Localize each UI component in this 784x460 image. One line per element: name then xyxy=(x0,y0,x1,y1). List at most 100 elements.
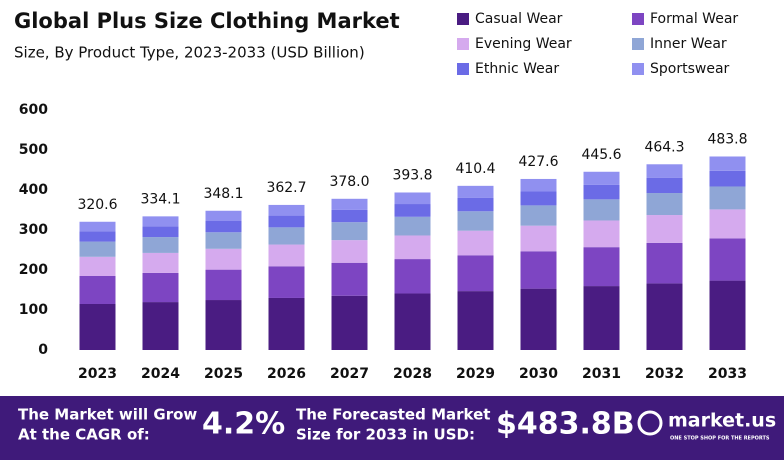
bar-segment xyxy=(205,269,242,301)
bar-segment xyxy=(520,205,557,226)
bar-segment xyxy=(583,220,620,248)
legend-label: Sportswear xyxy=(650,61,730,77)
bar-segment xyxy=(268,227,305,245)
y-tick-label: 0 xyxy=(38,342,48,358)
tagline: ONE STOP SHOP FOR THE REPORTS xyxy=(670,436,770,442)
x-tick-label: 2023 xyxy=(78,366,117,382)
bar-segment xyxy=(583,286,620,350)
total-label: 483.8 xyxy=(707,131,747,147)
bar-segment xyxy=(457,197,494,212)
y-tick-label: 200 xyxy=(19,262,48,278)
bar-segment xyxy=(646,242,683,284)
bar-segment xyxy=(520,191,557,206)
total-label: 445.6 xyxy=(581,147,621,163)
legend-label: Casual Wear xyxy=(475,11,563,27)
bar-segment xyxy=(331,295,368,350)
total-label: 378.0 xyxy=(329,174,369,190)
y-tick-label: 600 xyxy=(19,102,48,118)
total-label: 427.6 xyxy=(518,154,558,170)
bar-segment xyxy=(457,230,494,256)
bar-segment xyxy=(268,204,305,216)
x-tick-label: 2032 xyxy=(645,366,684,382)
bar-segment xyxy=(520,251,557,289)
total-label: 410.4 xyxy=(455,161,495,177)
bar-segment xyxy=(331,198,368,210)
bar-segment xyxy=(394,204,431,217)
bar-segment xyxy=(520,288,557,350)
x-tick-label: 2024 xyxy=(141,366,180,382)
footer-band xyxy=(0,396,784,460)
y-tick-label: 300 xyxy=(19,222,48,238)
bar-segment xyxy=(583,171,620,185)
bar-segment xyxy=(646,193,683,216)
bar-segment xyxy=(709,170,746,187)
x-tick-label: 2029 xyxy=(456,366,495,382)
legend-label: Ethnic Wear xyxy=(475,61,559,77)
bar-segment xyxy=(709,209,746,239)
bar-segment xyxy=(79,231,116,242)
x-tick-label: 2031 xyxy=(582,366,621,382)
bar-segment xyxy=(331,240,368,263)
bar-segment xyxy=(79,221,116,232)
bar-segment xyxy=(646,164,683,178)
logo-icon xyxy=(637,410,663,436)
bar-segment xyxy=(331,209,368,223)
x-tick-label: 2025 xyxy=(204,366,243,382)
total-label: 464.3 xyxy=(644,139,684,155)
bar-segment xyxy=(709,280,746,350)
y-tick-label: 400 xyxy=(19,182,48,198)
bar-segment xyxy=(142,302,179,350)
legend-label: Inner Wear xyxy=(650,36,727,52)
x-tick-label: 2030 xyxy=(519,366,558,382)
bar-segment xyxy=(394,216,431,236)
bar-segment xyxy=(205,300,242,350)
cagr-value: 4.2% xyxy=(202,407,285,442)
x-tick-label: 2026 xyxy=(267,366,306,382)
y-tick-label: 100 xyxy=(19,302,48,318)
logo: market.us xyxy=(668,410,776,432)
bar-segment xyxy=(709,156,746,171)
bar-segment xyxy=(457,255,494,292)
legend-label: Formal Wear xyxy=(650,11,738,27)
cagr-text: The Market will Grow xyxy=(18,406,197,424)
cagr-text: At the CAGR of: xyxy=(18,426,150,444)
bar-segment xyxy=(520,225,557,252)
total-label: 348.1 xyxy=(203,186,243,202)
bar-segment xyxy=(268,266,305,298)
bar-segment xyxy=(142,252,179,273)
bar-segment xyxy=(331,222,368,241)
footer: The Market will Grow At the CAGR of: 4.2… xyxy=(18,406,776,444)
bar-segment xyxy=(520,178,557,192)
bar-segment xyxy=(79,256,116,276)
bar-segment xyxy=(142,226,179,238)
bar-segment xyxy=(709,238,746,281)
chart-title: Global Plus Size Clothing Market xyxy=(14,9,400,33)
forecast-text: Size for 2033 in USD: xyxy=(296,426,475,444)
bar-segment xyxy=(394,235,431,260)
x-tick-label: 2028 xyxy=(393,366,432,382)
chart-subtitle: Size, By Product Type, 2023-2033 (USD Bi… xyxy=(14,44,365,62)
legend-label: Evening Wear xyxy=(475,36,572,52)
total-label: 393.8 xyxy=(392,167,432,183)
legend-swatch xyxy=(632,63,644,75)
bar-segment xyxy=(394,259,431,294)
bar-segment xyxy=(268,297,305,350)
legend-swatch xyxy=(632,38,644,50)
x-tick-label: 2033 xyxy=(708,366,747,382)
bar-segment xyxy=(142,237,179,253)
legend-swatch xyxy=(457,13,469,25)
total-label: 320.6 xyxy=(77,197,117,213)
legend-swatch xyxy=(632,13,644,25)
bar-segment xyxy=(268,244,305,267)
bar-segment xyxy=(79,276,116,304)
total-label: 362.7 xyxy=(266,180,306,196)
bar-segment xyxy=(205,210,242,221)
bar-segment xyxy=(457,211,494,231)
bar-segment xyxy=(709,186,746,210)
total-label: 334.1 xyxy=(140,191,180,207)
bar-segment xyxy=(583,184,620,200)
bar-segment xyxy=(142,272,179,303)
bar-segment xyxy=(394,192,431,205)
bar-segment xyxy=(646,177,683,194)
